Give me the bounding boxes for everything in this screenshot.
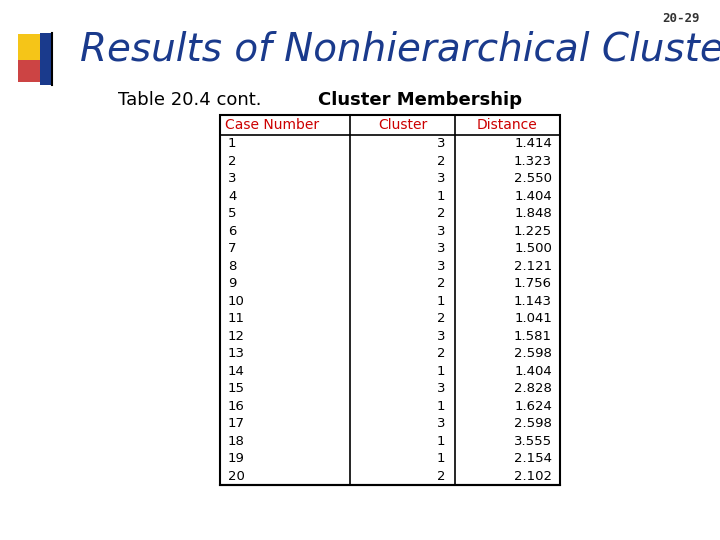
Text: Cluster Membership: Cluster Membership: [318, 91, 522, 109]
FancyBboxPatch shape: [18, 60, 40, 82]
Text: 3: 3: [436, 172, 445, 185]
Text: 2: 2: [436, 155, 445, 168]
FancyBboxPatch shape: [18, 34, 46, 62]
Text: 1.225: 1.225: [514, 225, 552, 238]
Text: 7: 7: [228, 242, 236, 255]
Text: 3: 3: [436, 417, 445, 430]
Text: 3: 3: [228, 172, 236, 185]
Text: 2: 2: [436, 312, 445, 325]
Text: 1.581: 1.581: [514, 330, 552, 343]
Text: 2: 2: [436, 207, 445, 220]
Text: 16: 16: [228, 400, 245, 413]
Text: 2: 2: [436, 277, 445, 291]
Text: 19: 19: [228, 453, 245, 465]
Text: Table 20.4 cont.: Table 20.4 cont.: [118, 91, 261, 109]
Text: 1.143: 1.143: [514, 295, 552, 308]
Text: 10: 10: [228, 295, 245, 308]
Text: 1.041: 1.041: [514, 312, 552, 325]
Text: 1.414: 1.414: [514, 137, 552, 150]
Text: 2.828: 2.828: [514, 382, 552, 395]
Text: Results of Nonhierarchical Clustering: Results of Nonhierarchical Clustering: [80, 31, 720, 69]
Text: 3: 3: [436, 242, 445, 255]
Text: Distance: Distance: [477, 118, 538, 132]
Text: 1: 1: [436, 295, 445, 308]
Text: 1: 1: [436, 453, 445, 465]
Text: 8: 8: [228, 260, 236, 273]
Text: Cluster: Cluster: [378, 118, 427, 132]
Text: 4: 4: [228, 190, 236, 202]
Text: 1.624: 1.624: [514, 400, 552, 413]
Text: 1: 1: [436, 400, 445, 413]
Text: 14: 14: [228, 364, 245, 378]
Text: 2.598: 2.598: [514, 347, 552, 360]
Text: 2.154: 2.154: [514, 453, 552, 465]
Text: 5: 5: [228, 207, 236, 220]
Text: 9: 9: [228, 277, 236, 291]
Text: 3: 3: [436, 260, 445, 273]
Text: 3.555: 3.555: [514, 435, 552, 448]
Text: 1: 1: [228, 137, 236, 150]
Text: 15: 15: [228, 382, 245, 395]
Text: 3: 3: [436, 330, 445, 343]
Text: 1.848: 1.848: [514, 207, 552, 220]
Text: 3: 3: [436, 137, 445, 150]
Text: 1: 1: [436, 435, 445, 448]
Text: 1.500: 1.500: [514, 242, 552, 255]
Text: 2: 2: [228, 155, 236, 168]
Text: 20-29: 20-29: [662, 12, 700, 25]
Text: 1.404: 1.404: [514, 364, 552, 378]
Text: 13: 13: [228, 347, 245, 360]
Text: 11: 11: [228, 312, 245, 325]
Text: 1.404: 1.404: [514, 190, 552, 202]
Text: 2.102: 2.102: [514, 470, 552, 483]
Text: 6: 6: [228, 225, 236, 238]
Text: 2: 2: [436, 470, 445, 483]
Text: 18: 18: [228, 435, 245, 448]
Text: 2: 2: [436, 347, 445, 360]
Text: 2.550: 2.550: [514, 172, 552, 185]
Text: 20: 20: [228, 470, 245, 483]
Text: 3: 3: [436, 225, 445, 238]
Text: 12: 12: [228, 330, 245, 343]
Text: 17: 17: [228, 417, 245, 430]
Text: 2.598: 2.598: [514, 417, 552, 430]
Text: 1.323: 1.323: [514, 155, 552, 168]
Text: Case Number: Case Number: [225, 118, 319, 132]
Text: 1.756: 1.756: [514, 277, 552, 291]
Text: 1: 1: [436, 190, 445, 202]
FancyBboxPatch shape: [40, 33, 52, 85]
Bar: [220, 115, 560, 485]
Text: 1: 1: [436, 364, 445, 378]
Text: 3: 3: [436, 382, 445, 395]
Text: 2.121: 2.121: [514, 260, 552, 273]
